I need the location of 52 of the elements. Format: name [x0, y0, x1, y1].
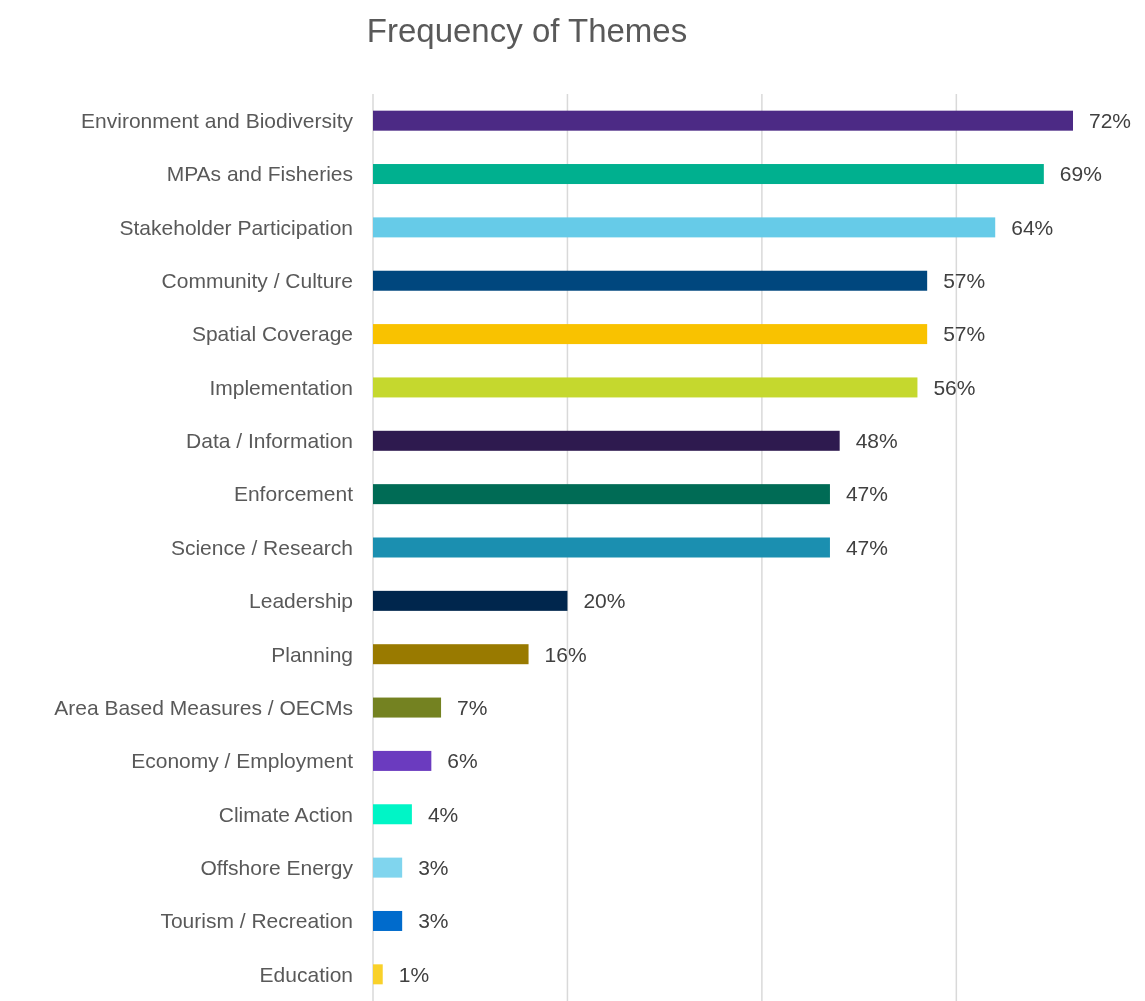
y-tick-label: Tourism / Recreation: [160, 909, 353, 933]
data-label: 47%: [845, 482, 888, 506]
bar: [373, 857, 403, 878]
bar: [373, 750, 432, 771]
y-tick-label: Leadership: [249, 589, 353, 613]
data-label: 48%: [855, 429, 898, 453]
y-tick-label: Economy / Employment: [131, 749, 354, 773]
data-label: 57%: [943, 269, 986, 293]
data-label: 47%: [845, 535, 888, 559]
data-label: 1%: [398, 962, 430, 986]
y-tick-label: Enforcement: [233, 482, 354, 506]
bar: [373, 804, 412, 825]
bar: [373, 590, 568, 611]
bar: [373, 964, 383, 985]
bar: [373, 217, 996, 238]
y-tick-label: Area Based Measures / OECMs: [54, 695, 353, 719]
bar: [373, 164, 1044, 185]
y-tick-label: Environment and Biodiversity: [81, 109, 354, 133]
bar: [373, 644, 529, 665]
data-label: 3%: [418, 855, 449, 879]
bar: [373, 697, 442, 718]
data-label: 72%: [1089, 109, 1132, 133]
data-label: 16%: [544, 642, 587, 666]
data-label: 20%: [583, 589, 626, 613]
chart-title: Frequency of Themes: [366, 11, 688, 49]
y-tick-label: Science / Research: [170, 535, 353, 559]
y-tick-label: MPAs and Fisheries: [166, 162, 353, 186]
bar: [373, 537, 830, 558]
bar: [373, 110, 1073, 131]
y-tick-label: Planning: [271, 642, 353, 666]
data-label: 3%: [418, 909, 449, 933]
data-label: 6%: [447, 749, 478, 773]
data-label: 64%: [1011, 215, 1054, 239]
bar: [373, 377, 918, 398]
y-tick-label: Education: [259, 962, 353, 986]
y-tick-label: Offshore Energy: [200, 855, 354, 879]
y-tick-label: Data / Information: [186, 429, 353, 453]
bar: [373, 430, 840, 451]
y-tick-label: Community / Culture: [161, 269, 353, 293]
data-label: 56%: [933, 375, 976, 399]
y-tick-label: Climate Action: [218, 802, 353, 826]
bar: [373, 484, 830, 505]
y-tick-label: Stakeholder Participation: [119, 215, 353, 239]
bar: [373, 324, 928, 345]
data-label: 69%: [1059, 162, 1102, 186]
bar: [373, 910, 403, 931]
data-label: 4%: [427, 802, 459, 826]
bar: [373, 270, 928, 291]
data-label: 7%: [457, 695, 488, 719]
data-label: 57%: [943, 322, 986, 346]
y-tick-label: Spatial Coverage: [191, 322, 353, 346]
y-tick-label: Implementation: [209, 375, 353, 399]
